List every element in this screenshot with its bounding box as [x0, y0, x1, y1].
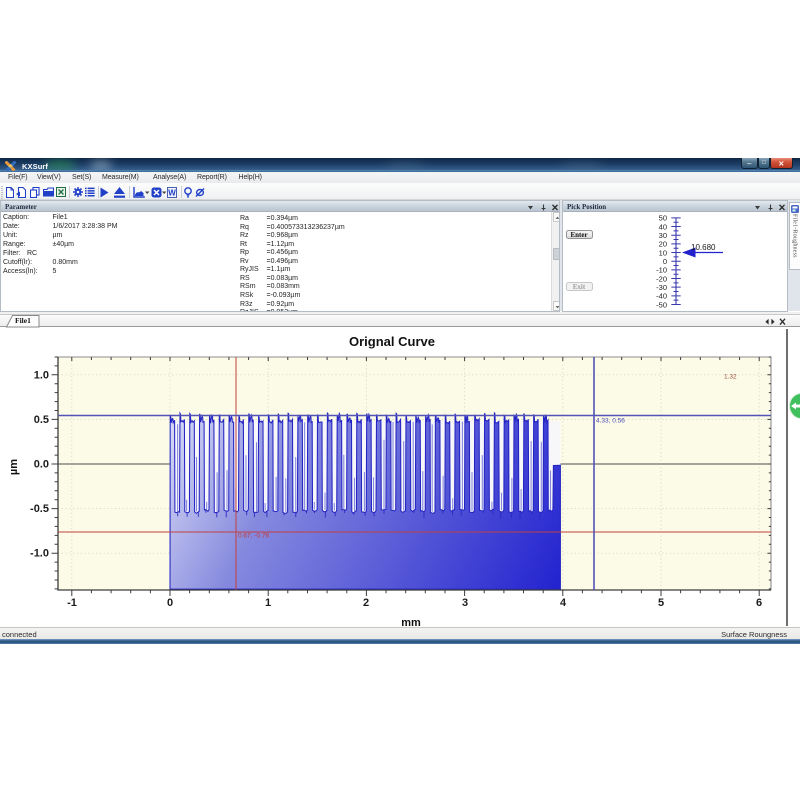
svg-text:0.5: 0.5 — [34, 414, 49, 426]
svg-text:40: 40 — [659, 222, 667, 231]
svg-text:30: 30 — [659, 231, 667, 240]
svg-text:10.680: 10.680 — [691, 243, 716, 252]
svg-text:µm: µm — [8, 459, 20, 475]
svg-text:-0.5: -0.5 — [30, 503, 49, 515]
svg-text:-1: -1 — [67, 597, 77, 609]
svg-text:-10: -10 — [656, 266, 667, 275]
svg-text:5: 5 — [658, 597, 664, 609]
svg-text:3: 3 — [462, 597, 468, 609]
svg-text:10: 10 — [659, 248, 667, 257]
svg-text:mm: mm — [401, 617, 421, 628]
svg-text:W: W — [168, 189, 176, 198]
svg-text:2: 2 — [363, 597, 369, 609]
svg-text:0.0: 0.0 — [34, 459, 49, 471]
svg-text:-50: -50 — [656, 300, 667, 309]
svg-text:1.32: 1.32 — [724, 374, 737, 381]
svg-text:-40: -40 — [656, 292, 667, 301]
svg-text:-30: -30 — [656, 283, 667, 292]
svg-text:1: 1 — [265, 597, 271, 609]
svg-text:-1.0: -1.0 — [30, 548, 49, 560]
svg-text:0.67, -0.76: 0.67, -0.76 — [238, 533, 269, 540]
svg-text:50: 50 — [659, 214, 667, 223]
svg-text:4.33, 0.56: 4.33, 0.56 — [596, 418, 625, 425]
svg-text:4: 4 — [560, 597, 567, 609]
svg-text:0: 0 — [167, 597, 173, 609]
svg-text:6: 6 — [756, 597, 762, 609]
svg-text:-20: -20 — [656, 274, 667, 283]
svg-text:1.0: 1.0 — [34, 369, 49, 381]
svg-text:20: 20 — [659, 240, 667, 249]
svg-text:0: 0 — [663, 257, 667, 266]
svg-text:Orignal Curve: Orignal Curve — [349, 334, 435, 349]
